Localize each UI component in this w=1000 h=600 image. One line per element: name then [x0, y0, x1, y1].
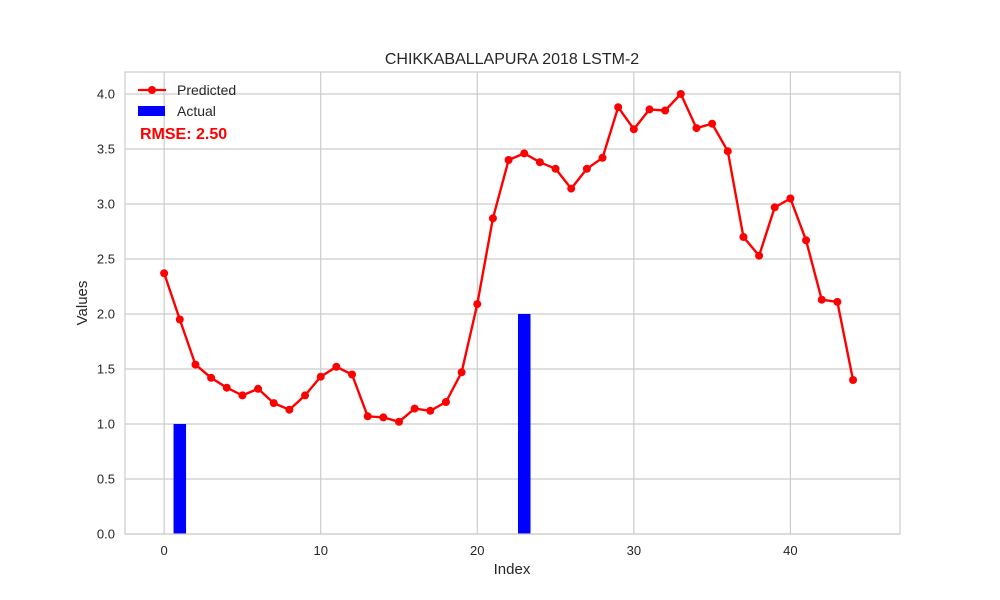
chart-title: CHIKKABALLAPURA 2018 LSTM-2 [385, 51, 639, 68]
predicted-point [348, 370, 357, 379]
predicted-point [676, 90, 685, 98]
predicted-point [238, 391, 247, 400]
legend: Predicted Actual [138, 82, 236, 119]
predicted-point [817, 295, 826, 304]
y-tick-label: 0.5 [97, 472, 115, 487]
predicted-point [661, 106, 670, 115]
predicted-point [254, 384, 263, 393]
predicted-point [567, 184, 576, 193]
predicted-point [582, 164, 591, 173]
predicted-point [441, 398, 450, 406]
x-tick-label: 30 [627, 543, 641, 558]
predicted-point [770, 203, 779, 212]
predicted-point [692, 124, 701, 133]
predicted-point [598, 153, 607, 162]
actual-bar [173, 424, 187, 534]
predicted-point [363, 412, 372, 421]
predicted-series [160, 90, 858, 426]
predicted-point [786, 194, 795, 203]
y-tick-label: 1.0 [97, 417, 115, 432]
predicted-point [316, 372, 325, 381]
x-tick-labels: 0 10 20 30 40 [161, 543, 798, 558]
x-tick-label: 10 [313, 543, 327, 558]
y-tick-label: 4.0 [97, 87, 115, 102]
actual-bar [517, 314, 531, 534]
legend-predicted-label: Predicted [177, 82, 236, 98]
y-tick-label: 0.0 [97, 527, 115, 542]
y-axis-label: Values [74, 281, 91, 326]
x-tick-label: 0 [161, 543, 168, 558]
predicted-point [379, 413, 388, 422]
predicted-point [708, 119, 717, 128]
rmse-annotation: RMSE: 2.50 [140, 126, 227, 143]
predicted-point [488, 214, 497, 223]
predicted-point [457, 368, 466, 377]
predicted-point [645, 105, 654, 114]
plot-frame [124, 71, 901, 535]
x-axis-label: Index [494, 561, 531, 578]
y-tick-label: 2.0 [97, 307, 115, 322]
predicted-point [723, 147, 732, 156]
predicted-point [410, 404, 419, 413]
y-tick-label: 3.0 [97, 197, 115, 212]
y-tick-label: 2.5 [97, 252, 115, 267]
predicted-point [504, 156, 513, 164]
legend-actual-swatch [138, 106, 165, 116]
predicted-point [629, 125, 638, 134]
predicted-point [222, 383, 231, 392]
predicted-point [160, 269, 169, 278]
predicted-point [301, 391, 310, 400]
predicted-point [739, 233, 748, 241]
predicted-point [614, 103, 623, 112]
y-tick-labels: 0.0 0.5 1.0 1.5 2.0 2.5 3.0 3.5 4.0 [97, 87, 115, 542]
legend-predicted-marker [148, 86, 156, 94]
predicted-point [332, 362, 341, 371]
predicted-point [551, 164, 560, 173]
predicted-point [802, 236, 811, 245]
y-tick-label: 1.5 [97, 362, 115, 377]
predicted-point [849, 376, 858, 384]
predicted-point [426, 406, 435, 415]
predicted-point [520, 149, 529, 158]
predicted-point [394, 417, 403, 426]
x-tick-label: 40 [783, 543, 797, 558]
predicted-point [285, 405, 294, 414]
x-tick-label: 20 [470, 543, 484, 558]
predicted-point [207, 373, 216, 382]
predicted-point [191, 360, 200, 369]
predicted-point [175, 315, 184, 324]
y-tick-label: 3.5 [97, 142, 115, 157]
predicted-point [755, 251, 764, 260]
predicted-point [269, 399, 278, 408]
predicted-point [833, 297, 842, 306]
predicted-point [535, 158, 544, 167]
actual-bars [173, 314, 531, 534]
predicted-point [473, 300, 482, 309]
legend-actual-label: Actual [177, 103, 216, 119]
